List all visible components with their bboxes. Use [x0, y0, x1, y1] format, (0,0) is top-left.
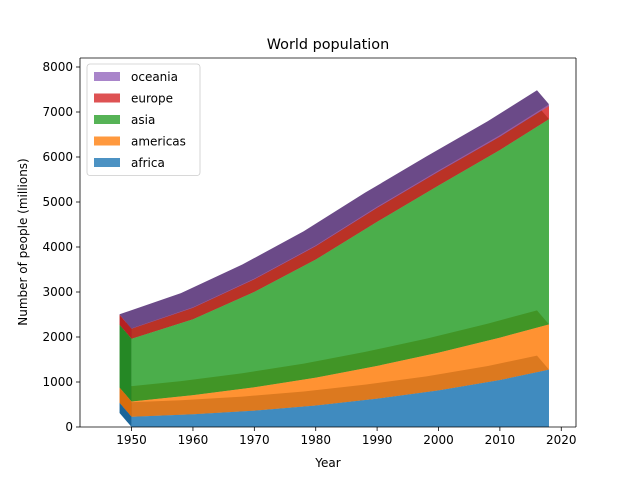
oceania-top-ribbon — [119, 90, 549, 329]
x-tick-label: 1960 — [178, 433, 209, 447]
legend-swatch-asia — [94, 115, 120, 124]
legend-swatch-africa — [94, 158, 120, 167]
legend-label-africa: africa — [131, 156, 165, 170]
y-tick-label: 2000 — [42, 330, 73, 344]
y-tick-label: 3000 — [42, 285, 73, 299]
x-tick-label: 2010 — [485, 433, 516, 447]
x-tick-label: 2020 — [546, 433, 577, 447]
y-axis-label: Number of people (millions) — [16, 158, 30, 325]
axes — [79, 57, 577, 428]
area-layers — [119, 90, 549, 427]
legend-swatch-americas — [94, 136, 120, 146]
legend-label-europe: europe — [131, 92, 173, 106]
legend-label-oceania: oceania — [131, 70, 178, 84]
y-tick-label: 1000 — [42, 375, 73, 389]
asia-side-face — [119, 324, 132, 402]
americas-area — [131, 324, 549, 417]
legend-swatch-europe — [94, 93, 120, 103]
x-tick-label: 1970 — [239, 433, 270, 447]
x-axis-label: Year — [314, 456, 340, 470]
legend-box — [86, 63, 201, 176]
y-ticks: 0 1000 2000 3000 4000 5000 6000 7000 8000 — [42, 60, 80, 434]
x-ticks: 1950 1960 1970 1980 1990 2000 2010 2020 — [116, 427, 577, 447]
europe-side-face — [119, 314, 132, 339]
legend-label-asia: asia — [131, 113, 155, 127]
americas-side-face — [119, 387, 132, 417]
legend-label-americas: americas — [131, 135, 186, 149]
y-tick-label: 5000 — [42, 195, 73, 209]
x-tick-label: 1990 — [362, 433, 393, 447]
y-tick-label: 4000 — [42, 240, 73, 254]
y-tick-label: 7000 — [42, 105, 73, 119]
oceania-side-face — [119, 314, 132, 329]
y-tick-label: 6000 — [42, 150, 73, 164]
asia-area — [131, 119, 549, 402]
x-tick-label: 1980 — [300, 433, 331, 447]
x-tick-label: 1950 — [116, 433, 147, 447]
chart-title: World population — [267, 37, 389, 53]
legend: oceania europe asia americas africa — [86, 63, 201, 176]
legend-swatch-oceania — [94, 72, 120, 81]
africa-area — [131, 369, 549, 427]
x-tick-label: 2000 — [423, 433, 454, 447]
europe-area — [131, 105, 549, 339]
africa-side-face — [119, 402, 132, 427]
y-tick-label: 8000 — [42, 60, 73, 74]
y-tick-label: 0 — [65, 420, 73, 434]
